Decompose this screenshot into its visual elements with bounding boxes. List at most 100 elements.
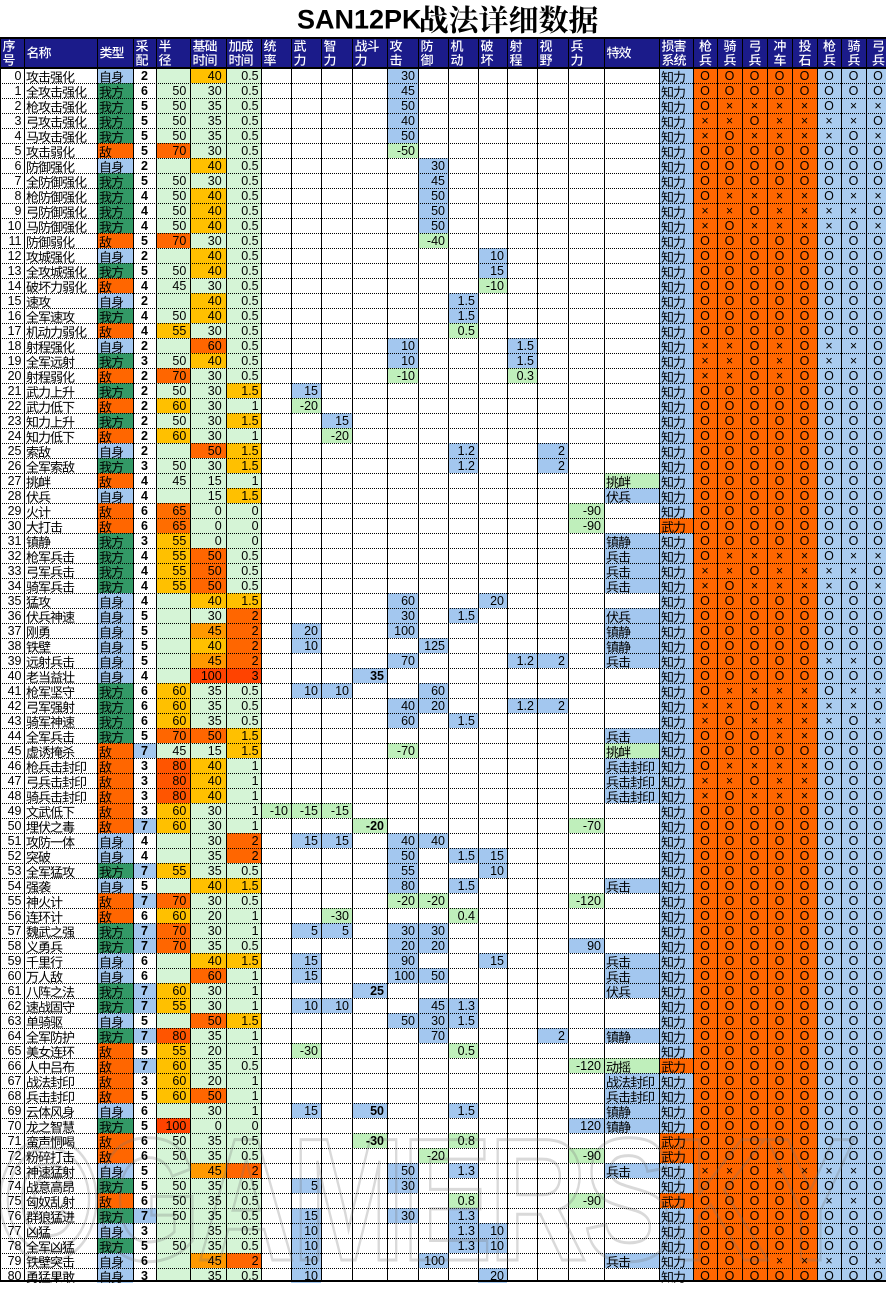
svg-text:15: 15 bbox=[335, 834, 349, 848]
svg-text:O: O bbox=[800, 1119, 810, 1133]
svg-text:O: O bbox=[700, 924, 710, 938]
svg-text:O: O bbox=[775, 849, 785, 863]
svg-text:O: O bbox=[800, 174, 810, 188]
svg-text:40: 40 bbox=[208, 354, 222, 368]
svg-text:O: O bbox=[873, 849, 883, 863]
svg-text:O: O bbox=[775, 1104, 785, 1118]
svg-text:O: O bbox=[824, 774, 834, 788]
svg-text:1.5: 1.5 bbox=[458, 294, 475, 308]
svg-text:60: 60 bbox=[172, 804, 186, 818]
svg-text:0: 0 bbox=[252, 1119, 259, 1133]
svg-text:50: 50 bbox=[208, 444, 222, 458]
svg-text:O: O bbox=[849, 729, 859, 743]
svg-text:30: 30 bbox=[208, 819, 222, 833]
svg-text:9: 9 bbox=[15, 204, 22, 218]
svg-text:0.5: 0.5 bbox=[241, 714, 258, 728]
svg-text:O: O bbox=[849, 369, 859, 383]
svg-text:O: O bbox=[800, 879, 810, 893]
svg-text:1.3: 1.3 bbox=[458, 1164, 475, 1178]
svg-text:×: × bbox=[726, 189, 733, 203]
svg-text:×: × bbox=[751, 99, 758, 113]
svg-text:O: O bbox=[725, 474, 735, 488]
svg-text:0: 0 bbox=[15, 69, 22, 83]
svg-text:O: O bbox=[775, 1179, 785, 1193]
svg-text:O: O bbox=[725, 609, 735, 623]
svg-text:O: O bbox=[725, 1119, 735, 1133]
svg-text:O: O bbox=[750, 1164, 760, 1178]
svg-text:0.5: 0.5 bbox=[241, 219, 258, 233]
svg-text:74: 74 bbox=[8, 1179, 22, 1193]
svg-text:O: O bbox=[725, 1254, 735, 1268]
svg-text:1.2: 1.2 bbox=[458, 444, 475, 458]
svg-text:1: 1 bbox=[252, 984, 259, 998]
svg-text:O: O bbox=[725, 729, 735, 743]
svg-text:O: O bbox=[873, 909, 883, 923]
svg-text:30: 30 bbox=[208, 834, 222, 848]
svg-text:50: 50 bbox=[172, 114, 186, 128]
svg-text:60: 60 bbox=[431, 684, 445, 698]
svg-text:1: 1 bbox=[252, 774, 259, 788]
svg-text:O: O bbox=[775, 1119, 785, 1133]
svg-text:O: O bbox=[750, 1059, 760, 1073]
svg-text:O: O bbox=[750, 144, 760, 158]
svg-text:-30: -30 bbox=[366, 1134, 384, 1148]
svg-text:40: 40 bbox=[208, 159, 222, 173]
svg-text:1.5: 1.5 bbox=[458, 609, 475, 623]
svg-text:80: 80 bbox=[172, 759, 186, 773]
svg-text:15: 15 bbox=[304, 834, 318, 848]
svg-text:O: O bbox=[725, 309, 735, 323]
svg-text:60: 60 bbox=[172, 429, 186, 443]
svg-text:66: 66 bbox=[8, 1059, 22, 1073]
svg-text:35: 35 bbox=[208, 1029, 222, 1043]
svg-text:56: 56 bbox=[8, 909, 22, 923]
svg-text:O: O bbox=[824, 549, 834, 563]
svg-text:O: O bbox=[849, 534, 859, 548]
svg-text:30: 30 bbox=[208, 414, 222, 428]
svg-text:0.5: 0.5 bbox=[241, 159, 258, 173]
svg-text:6: 6 bbox=[141, 1254, 148, 1268]
svg-text:×: × bbox=[776, 339, 783, 353]
svg-text:O: O bbox=[873, 489, 883, 503]
svg-text:O: O bbox=[824, 669, 834, 683]
svg-text:-50: -50 bbox=[397, 144, 415, 158]
svg-text:O: O bbox=[873, 534, 883, 548]
svg-text:50: 50 bbox=[431, 204, 445, 218]
svg-text:35: 35 bbox=[208, 114, 222, 128]
svg-text:5: 5 bbox=[311, 924, 318, 938]
svg-text:O: O bbox=[725, 84, 735, 98]
svg-text:×: × bbox=[751, 714, 758, 728]
svg-text:1.2: 1.2 bbox=[517, 699, 534, 713]
svg-text:O: O bbox=[800, 264, 810, 278]
svg-text:×: × bbox=[776, 369, 783, 383]
svg-text:O: O bbox=[750, 249, 760, 263]
svg-text:×: × bbox=[751, 579, 758, 593]
svg-text:10: 10 bbox=[304, 1254, 318, 1268]
svg-text:50: 50 bbox=[172, 1239, 186, 1253]
svg-text:O: O bbox=[775, 984, 785, 998]
svg-text:O: O bbox=[873, 1014, 883, 1028]
svg-text:50: 50 bbox=[172, 384, 186, 398]
svg-text:O: O bbox=[873, 384, 883, 398]
svg-text:O: O bbox=[873, 1239, 883, 1253]
svg-text:O: O bbox=[700, 99, 710, 113]
svg-text:O: O bbox=[824, 759, 834, 773]
svg-text:×: × bbox=[850, 114, 857, 128]
svg-text:O: O bbox=[700, 939, 710, 953]
svg-text:0.5: 0.5 bbox=[241, 114, 258, 128]
svg-text:5: 5 bbox=[141, 1014, 148, 1028]
svg-text:O: O bbox=[873, 159, 883, 173]
svg-text:54: 54 bbox=[8, 879, 22, 893]
svg-text:O: O bbox=[725, 639, 735, 653]
svg-text:30: 30 bbox=[208, 324, 222, 338]
svg-text:35: 35 bbox=[208, 1194, 222, 1208]
svg-text:O: O bbox=[873, 369, 883, 383]
svg-text:O: O bbox=[700, 1134, 710, 1148]
svg-text:5: 5 bbox=[141, 114, 148, 128]
svg-text:37: 37 bbox=[8, 624, 22, 638]
svg-text:60: 60 bbox=[172, 1059, 186, 1073]
svg-text:O: O bbox=[700, 309, 710, 323]
svg-text:15: 15 bbox=[304, 969, 318, 983]
svg-text:O: O bbox=[800, 1014, 810, 1028]
svg-text:42: 42 bbox=[8, 699, 22, 713]
svg-text:45: 45 bbox=[208, 624, 222, 638]
